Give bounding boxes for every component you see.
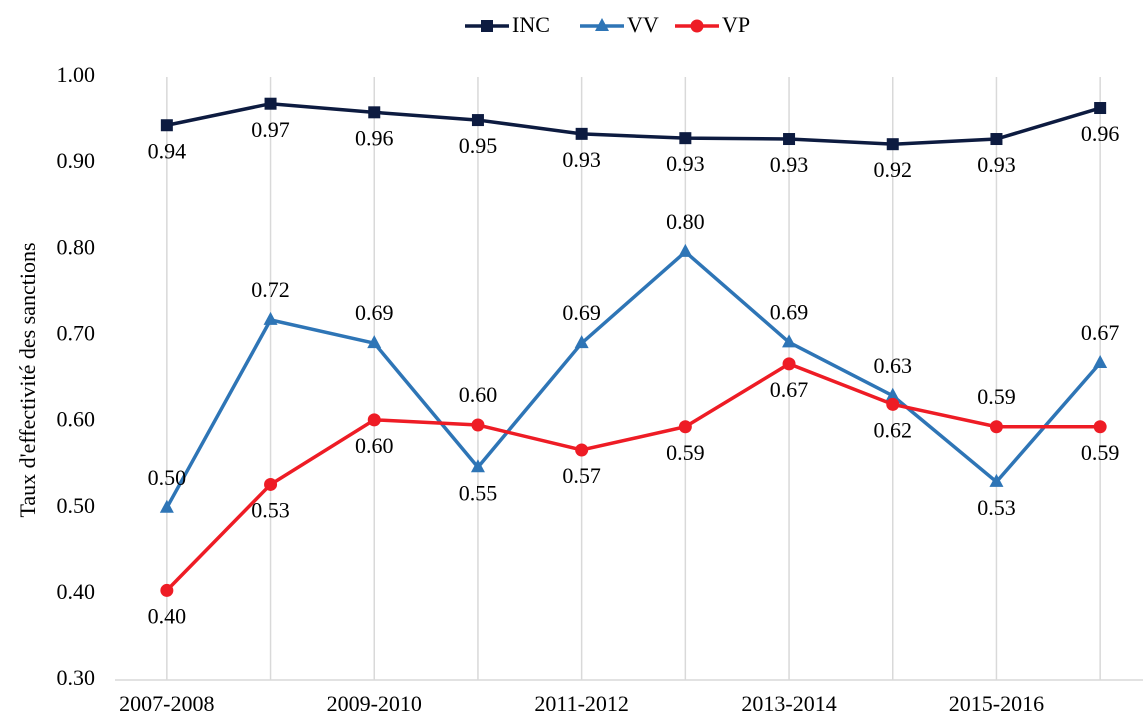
y-tick-label: 0.90 [57, 148, 96, 173]
data-label: 0.59 [977, 384, 1016, 409]
data-label: 0.94 [148, 138, 187, 163]
data-label: 0.96 [1081, 121, 1120, 146]
marker [678, 420, 692, 434]
marker [783, 133, 796, 146]
marker [159, 499, 174, 513]
data-label: 0.93 [977, 152, 1016, 177]
data-label: 0.67 [770, 377, 809, 402]
marker [1093, 420, 1107, 434]
data-label: 0.72 [251, 277, 290, 302]
data-label: 0.96 [355, 125, 394, 150]
y-tick-label: 0.40 [57, 579, 96, 604]
marker [160, 583, 174, 597]
x-tick-label: 2013-2014 [741, 691, 836, 716]
marker [367, 335, 382, 349]
data-label: 0.53 [977, 495, 1016, 520]
data-label: 0.40 [148, 603, 187, 628]
marker [990, 133, 1003, 146]
marker [886, 397, 900, 411]
marker [690, 19, 704, 33]
marker [264, 97, 277, 110]
marker [885, 387, 900, 401]
marker [263, 311, 278, 325]
data-label: 0.53 [251, 498, 290, 523]
data-label: 0.50 [148, 465, 187, 490]
marker [989, 420, 1003, 434]
data-label: 0.60 [355, 433, 394, 458]
data-label: 0.59 [666, 440, 705, 465]
marker [575, 127, 588, 140]
legend-label: VP [722, 12, 750, 37]
y-tick-label: 0.80 [57, 234, 96, 259]
data-label: 0.69 [562, 300, 601, 325]
data-label: 0.97 [251, 117, 290, 142]
marker [471, 114, 484, 127]
marker [470, 459, 485, 473]
marker [679, 132, 692, 145]
series-line [165, 361, 1101, 592]
y-tick-label: 0.30 [57, 665, 96, 690]
marker [574, 335, 589, 349]
y-tick-label: 0.50 [57, 493, 96, 518]
marker [989, 473, 1004, 487]
marker [678, 243, 693, 257]
y-tick-label: 0.60 [57, 407, 96, 432]
marker [367, 413, 381, 427]
data-label: 0.60 [459, 382, 498, 407]
marker [264, 477, 278, 491]
y-tick-label: 0.70 [57, 320, 96, 345]
data-label: 0.57 [562, 463, 601, 488]
marker [595, 18, 609, 31]
marker [471, 418, 485, 432]
data-label: 0.62 [874, 417, 913, 442]
marker [160, 119, 173, 132]
data-label: 0.93 [666, 151, 705, 176]
data-label: 0.59 [1081, 440, 1120, 465]
marker [368, 106, 381, 119]
series-line [166, 101, 1101, 146]
data-label: 0.63 [874, 353, 913, 378]
x-tick-label: 2009-2010 [327, 691, 422, 716]
x-tick-label: 2015-2016 [949, 691, 1044, 716]
x-tick-label: 2007-2008 [119, 691, 214, 716]
series-line [165, 249, 1102, 509]
y-tick-label: 1.00 [57, 62, 96, 87]
y-axis-title: Taux d'effectivité des sanctions [15, 242, 40, 517]
data-label: 0.93 [562, 147, 601, 172]
data-label: 0.67 [1081, 320, 1120, 345]
data-label: 0.95 [459, 133, 498, 158]
marker [481, 20, 493, 32]
data-label: 0.92 [874, 157, 913, 182]
marker [886, 138, 899, 151]
x-tick-label: 2011-2012 [534, 691, 629, 716]
legend-label: VV [627, 12, 659, 37]
data-label: 0.55 [459, 480, 498, 505]
data-label: 0.69 [355, 300, 394, 325]
marker [782, 357, 796, 371]
data-label: 0.80 [666, 209, 705, 234]
marker [782, 334, 797, 348]
data-label: 0.69 [770, 299, 809, 324]
legend-label: INC [512, 12, 550, 37]
marker [575, 443, 589, 457]
data-label: 0.93 [770, 152, 809, 177]
marker [1093, 354, 1108, 368]
marker [1094, 102, 1107, 115]
